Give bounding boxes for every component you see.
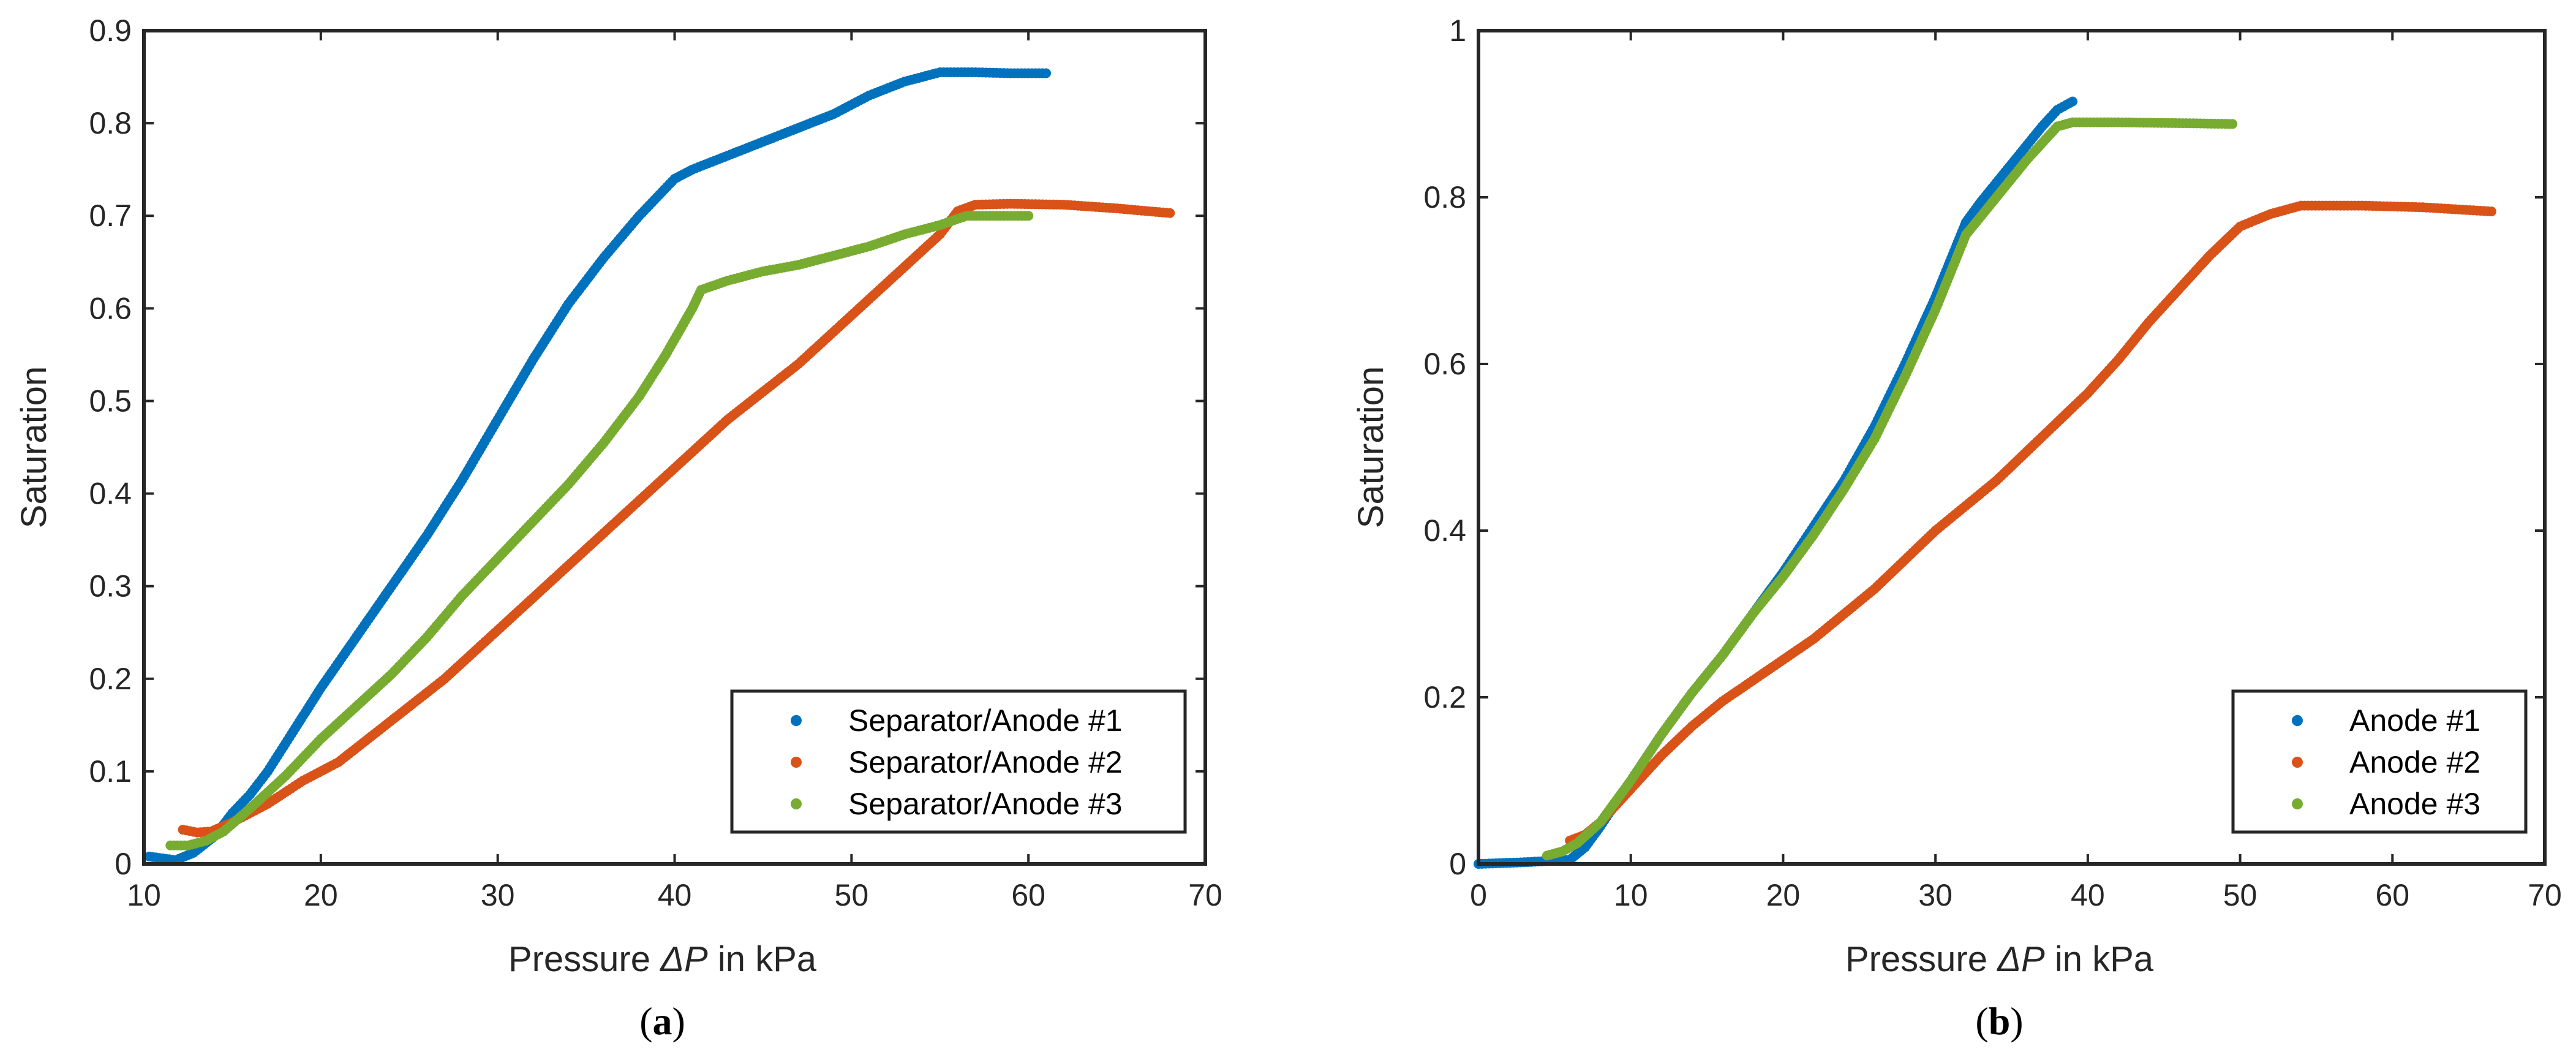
axes-frame-b [1477,29,2547,866]
panel-label-a: (a) [639,999,685,1043]
legend-entry: Separator/Anode #3 [848,787,1123,821]
data-layer-a [144,67,1175,865]
x-tick-label: 40 [2071,878,2105,912]
y-axis-label: Saturation [1351,366,1391,528]
x-axis-label-prefix: Pressure [508,939,660,979]
data-point [1041,68,1051,78]
data-point [2068,96,2077,107]
series-a-1 [144,67,1051,865]
legend-entry: Anode #1 [2349,703,2480,738]
series-b-2 [1565,200,2496,846]
x-axis-label: Pressure ΔP in kPa [1845,939,2154,979]
data-layer-b [1474,96,2496,869]
x-tick-label: 50 [835,878,869,912]
y-tick-label: 1 [1449,13,1466,48]
y-tick-label: 0 [1449,847,1466,881]
x-tick-label: 10 [127,878,161,912]
data-point [1165,208,1175,218]
legend-entry: Separator/Anode #2 [848,745,1123,779]
y-tick-label: 0.2 [89,662,132,696]
x-tick-label: 30 [1918,878,1953,912]
chart-panel-a: 10 20 30 40 50 60 70 0 0.1 0.2 0.3 0.4 0.5 0.6 0.7 0.8 0… [14,13,1222,1043]
x-axis-label: Pressure ΔP in kPa [508,939,817,979]
x-tick-label: 20 [1766,878,1801,912]
y-tick-label: 0.6 [1423,347,1466,381]
series-b-3 [1542,117,2238,861]
y-tick-label: 0.8 [89,106,132,140]
y-tick-label: 0.6 [89,291,132,325]
y-tick-label: 0.5 [89,384,132,418]
legend-entry: Anode #3 [2349,787,2480,821]
legend-marker [2292,757,2303,768]
y-axis-label: Saturation [14,366,54,528]
legend-marker [2292,715,2303,726]
x-axis-label-symbol: ΔP [659,939,708,979]
x-tick-label: 30 [481,878,515,912]
legend-box [730,689,1187,834]
data-point [1023,211,1034,221]
data-point [2486,206,2496,217]
y-tick-label: 0 [115,847,132,881]
y-tick-label: 0.3 [89,569,132,604]
y-tick-label: 0.4 [1423,513,1466,548]
data-point [2228,119,2238,129]
legend-box [2231,689,2528,834]
x-tick-label: 60 [2375,878,2409,912]
x-tick-label: 70 [1188,878,1222,912]
legend-marker [791,757,802,768]
series-a-3 [165,211,1034,850]
panel-label-b: (b) [1975,999,2023,1043]
legend-a: Separator/Anode #1 Separator/Anode #2 Sepa… [730,689,1187,834]
x-tick-label: 50 [2223,878,2258,912]
x-tick-label: 20 [304,878,338,912]
x-tick-label: 10 [1614,878,1648,912]
y-tick-label: 0.4 [89,477,132,511]
x-axis-label-prefix: Pressure [1845,939,1997,979]
x-tick-label: 40 [658,878,692,912]
y-tick-label: 0.9 [89,13,132,48]
legend-marker [791,715,802,726]
y-tick-label: 0.7 [89,199,132,233]
x-axis-label-suffix: in kPa [708,939,817,979]
x-axis-label-suffix: in kPa [2045,939,2154,979]
legend-entry: Anode #2 [2349,745,2480,779]
legend-b: Anode #1 Anode #2 Anode #3 [2231,689,2528,834]
axes-frame-a [142,29,1207,866]
legend-marker [2292,798,2303,809]
x-tick-label: 60 [1011,878,1045,912]
y-tick-label: 0.2 [1423,680,1466,714]
x-tick-label: 70 [2528,878,2562,912]
y-tick-label: 0.8 [1423,180,1466,214]
legend-marker [791,798,802,809]
x-axis-label-symbol: ΔP [1996,939,2045,979]
legend-entry: Separator/Anode #1 [848,703,1123,738]
x-tick-label: 0 [1470,878,1487,912]
y-tick-label: 0.1 [89,754,132,789]
chart-panel-b: 0 10 20 30 40 50 60 70 0 0.2 0.4 0.6 0.8 1 Saturation P… [1351,13,2562,1043]
